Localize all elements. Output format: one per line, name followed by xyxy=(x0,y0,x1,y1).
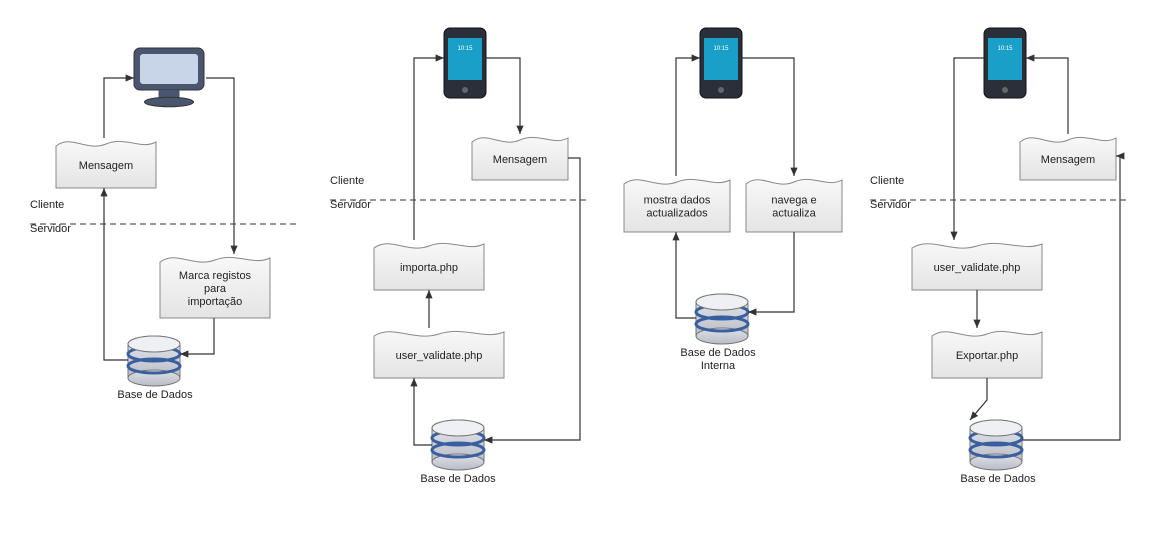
db-label: Base de Dados xyxy=(960,473,1036,485)
flow-arrow xyxy=(970,378,987,420)
section-label: Cliente xyxy=(30,199,64,211)
db-label: Base de Dados xyxy=(420,473,496,485)
flow-arrow xyxy=(742,58,794,176)
doc-node: importa.php xyxy=(374,243,484,290)
doc-node: Mensagem xyxy=(472,137,568,180)
flow-arrow xyxy=(676,58,700,176)
node-label: mostra dados xyxy=(644,195,711,207)
section-label: Servidor xyxy=(870,199,911,211)
doc-node: mostra dadosactualizados xyxy=(624,179,730,232)
doc-node: Mensagem xyxy=(56,141,156,188)
db-label: Base de Dados xyxy=(680,347,756,359)
db-label: Base de Dados xyxy=(117,389,193,401)
flow-arrow xyxy=(180,318,214,354)
db-label: Interna xyxy=(701,360,736,372)
section-label: Servidor xyxy=(30,223,71,235)
flow-arrow xyxy=(486,58,520,134)
node-label: user_validate.php xyxy=(934,262,1021,274)
svg-text:10:15: 10:15 xyxy=(457,46,473,52)
doc-node: navega eactualiza xyxy=(746,179,842,232)
node-label: para xyxy=(204,283,227,295)
node-label: navega e xyxy=(771,195,816,207)
flow-arrow xyxy=(104,78,134,138)
node-label: Mensagem xyxy=(1041,154,1095,166)
doc-node: Exportar.php xyxy=(932,331,1042,378)
node-label: Marca registos xyxy=(179,270,252,282)
flow-arrow xyxy=(414,58,444,240)
svg-text:10:15: 10:15 xyxy=(997,46,1013,52)
svg-text:10:15: 10:15 xyxy=(713,46,729,52)
diagram-canvas: Cliente Servidor Mensagem Marca registospar… xyxy=(0,0,1162,547)
flow-arrow xyxy=(676,232,696,318)
node-label: actualiza xyxy=(772,208,816,220)
flow-arrow xyxy=(414,378,432,445)
doc-node: user_validate.php xyxy=(374,331,504,378)
node-label: importa.php xyxy=(400,262,458,274)
flow-arrow xyxy=(104,188,128,360)
node-label: Mensagem xyxy=(79,160,133,172)
flow-arrow xyxy=(748,232,794,312)
section-label: Cliente xyxy=(870,175,904,187)
section-label: Servidor xyxy=(330,199,371,211)
doc-node: Marca registosparaimportação xyxy=(160,257,270,318)
flow-arrow xyxy=(1026,58,1068,134)
doc-node: Mensagem xyxy=(1020,137,1116,180)
flow-arrow xyxy=(954,58,984,240)
node-label: importação xyxy=(188,296,242,308)
doc-node: user_validate.php xyxy=(912,243,1042,290)
flow-arrow xyxy=(1022,156,1120,440)
node-label: Exportar.php xyxy=(956,350,1018,362)
node-label: Mensagem xyxy=(493,154,547,166)
flow-arrow xyxy=(206,78,234,254)
section-label: Cliente xyxy=(330,175,364,187)
node-label: actualizados xyxy=(646,208,708,220)
node-label: user_validate.php xyxy=(396,350,483,362)
